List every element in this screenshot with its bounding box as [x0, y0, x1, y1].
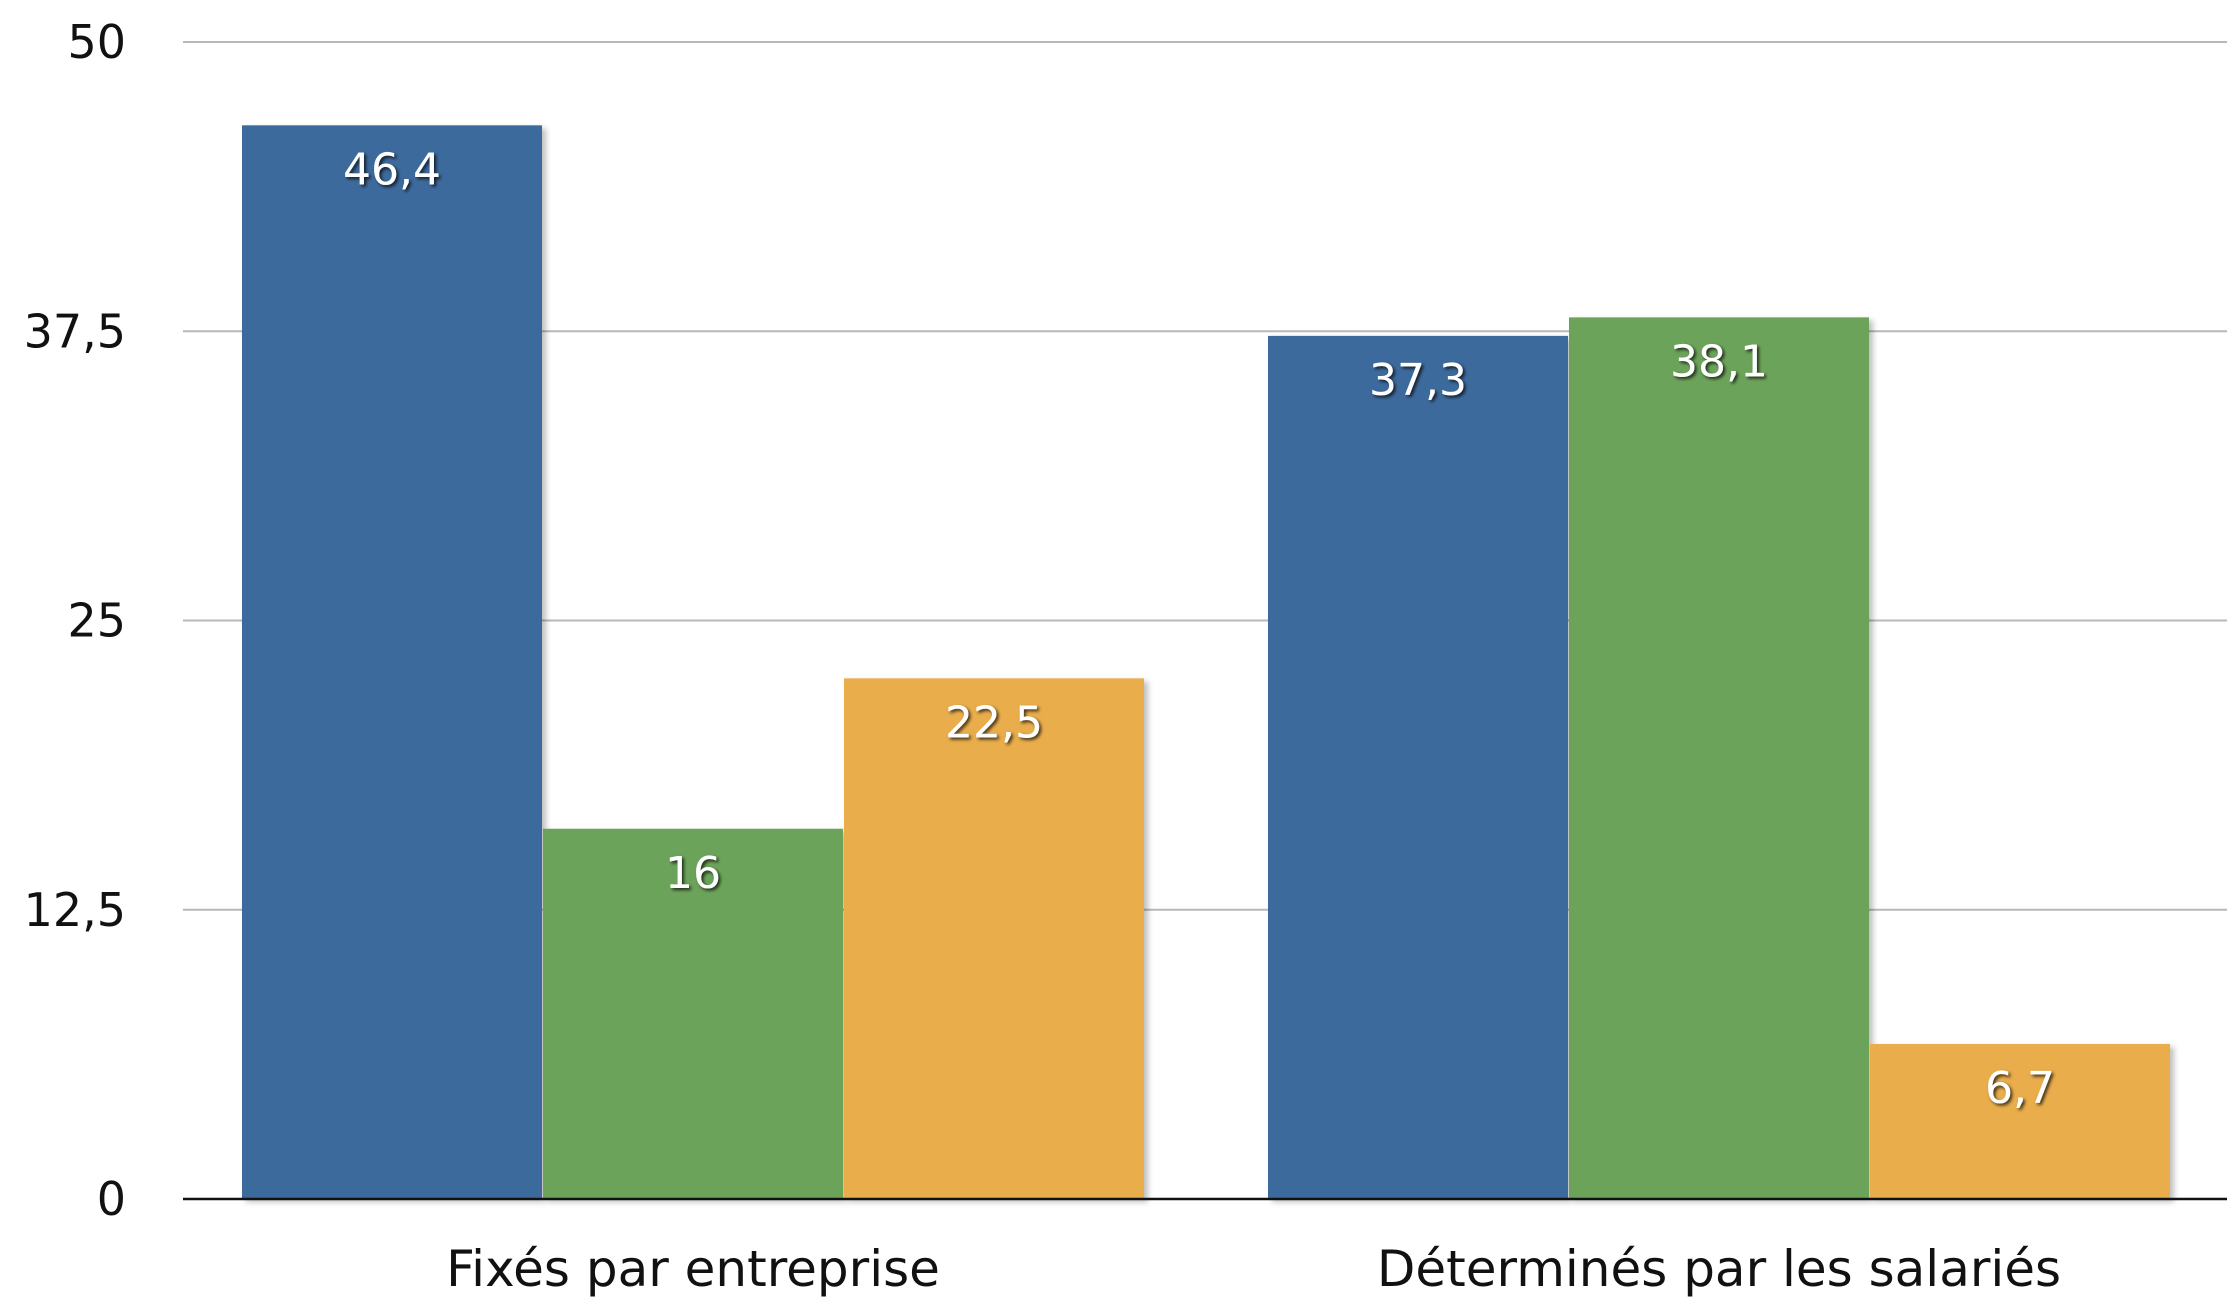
y-tick-label: 12,5	[24, 883, 126, 937]
y-tick-label: 50	[67, 15, 126, 69]
bar-value-labels: 46,4 37,3 16 38,1 22,5 6,7	[343, 144, 2055, 1114]
x-category-label: Fixés par entreprise	[446, 1240, 940, 1298]
bar	[1268, 335, 1568, 1199]
bar-value-label: 46,4	[343, 144, 441, 195]
bar-value-label: 38,1	[1670, 336, 1768, 387]
bar	[242, 125, 542, 1200]
bars	[242, 125, 2170, 1200]
bar	[543, 828, 843, 1199]
x-axis-category-labels: Fixés par entreprise Déterminés par les s…	[446, 1240, 2061, 1298]
bar-value-label: 22,5	[945, 697, 1043, 748]
bar-value-label: 16	[665, 848, 721, 899]
bar-value-label: 6,7	[1985, 1063, 2055, 1114]
y-tick-label: 25	[67, 594, 126, 648]
x-category-label: Déterminés par les salariés	[1377, 1240, 2061, 1298]
y-axis-tick-labels: 0 12,5 25 37,5 50	[24, 15, 126, 1226]
y-tick-label: 0	[97, 1172, 126, 1226]
y-tick-label: 37,5	[24, 304, 126, 358]
bar-value-label: 37,3	[1369, 355, 1467, 406]
bar	[1569, 317, 1869, 1200]
bar	[1870, 1043, 2170, 1199]
bar	[844, 678, 1144, 1199]
